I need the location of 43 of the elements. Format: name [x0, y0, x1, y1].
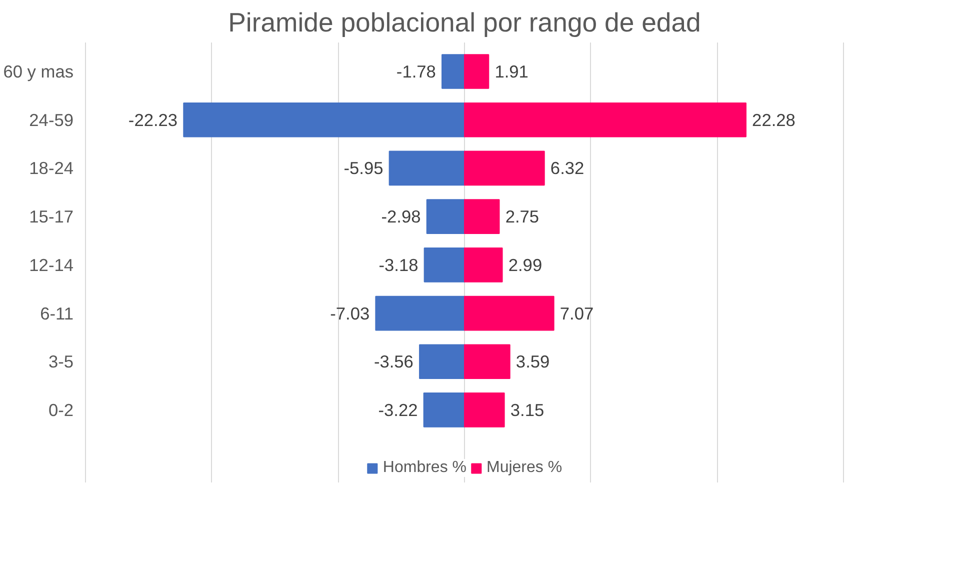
bar: [464, 102, 746, 138]
legend-label: Mujeres %: [486, 459, 562, 477]
bar: [464, 199, 500, 234]
data-label: 22.28: [752, 110, 796, 130]
data-label: 2.75: [505, 206, 540, 227]
y-tick-label: 15-17: [29, 206, 74, 227]
data-label: -7.03: [330, 303, 370, 324]
bar: [388, 150, 465, 186]
data-label: 6.32: [550, 158, 584, 178]
bar: [464, 296, 554, 331]
bar: [464, 344, 510, 380]
data-label: -3.18: [378, 254, 418, 275]
data-label: -3.56: [374, 352, 414, 372]
bar: [424, 247, 465, 282]
data-label: 2.99: [508, 254, 542, 275]
bar: [423, 392, 465, 428]
bar: [464, 247, 503, 282]
bar: [464, 392, 505, 428]
y-tick-label: 60 y mas: [3, 62, 74, 82]
y-tick-label: 18-24: [29, 158, 74, 178]
data-label: 1.91: [494, 62, 528, 82]
bar: [183, 102, 465, 138]
bar: [464, 150, 545, 186]
data-label: 7.07: [560, 303, 594, 324]
bar: [426, 199, 465, 234]
data-label: -1.78: [396, 62, 436, 82]
y-tick-label: 24-59: [29, 110, 74, 130]
data-label: 3.15: [510, 400, 544, 420]
data-label: 3.59: [516, 352, 550, 372]
data-label: -22.23: [128, 110, 178, 130]
bar: [419, 344, 465, 380]
bar: [464, 54, 490, 89]
bar: [375, 296, 465, 331]
bar: [442, 54, 465, 89]
data-label: -5.95: [344, 158, 384, 178]
y-tick-label: 3-5: [48, 352, 74, 372]
data-label: -2.98: [381, 206, 421, 227]
data-label: -3.22: [378, 400, 418, 420]
y-tick-label: 12-14: [29, 254, 74, 275]
y-tick-label: 0-2: [48, 400, 74, 420]
legend-label: Hombres %: [382, 459, 466, 477]
y-tick-label: 6-11: [40, 303, 74, 324]
chart-title: Piramide poblacional por rango de edad: [228, 8, 701, 38]
